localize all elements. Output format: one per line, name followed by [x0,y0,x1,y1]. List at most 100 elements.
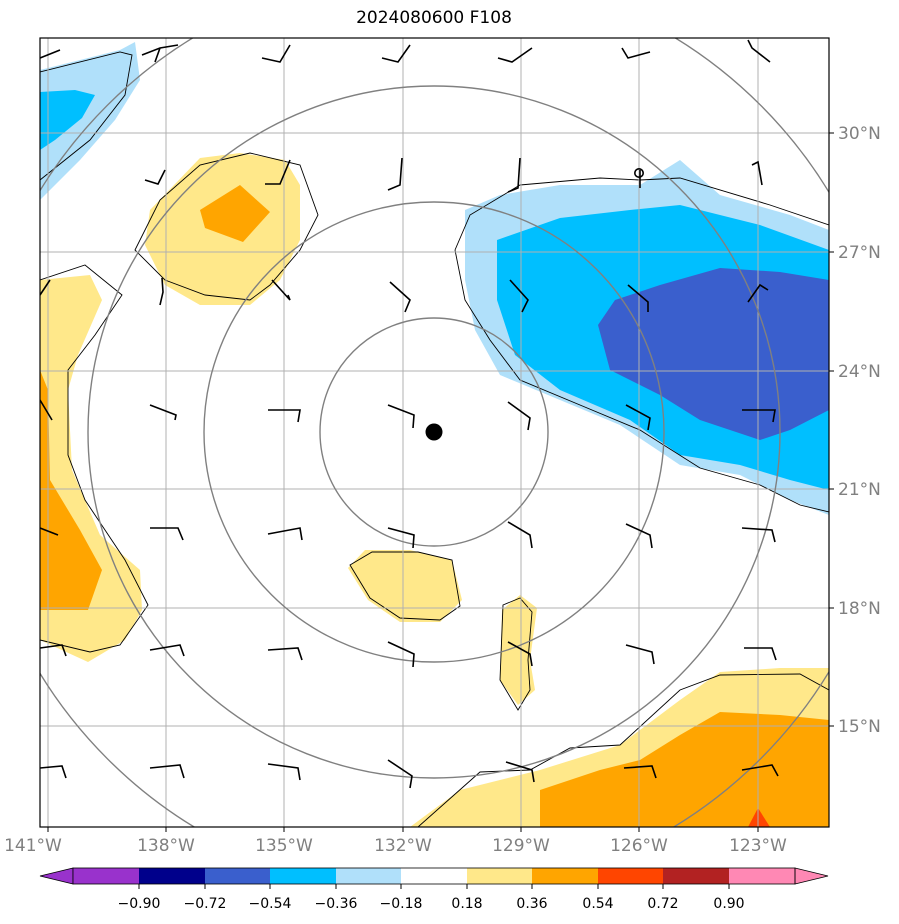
colorbar-tick-label: 0.18 [451,896,482,912]
wind-barb [625,404,651,431]
wind-barb [623,765,657,779]
wind-barb [507,157,521,193]
wind-barb [507,641,533,667]
colorbar: −0.90 −0.72 −0.54 −0.36 −0.18 0.18 0.36 … [39,867,829,912]
colorbar-extend-low [39,867,74,885]
contour-pos-018-s2 [500,595,537,705]
axis-ticks [47,132,834,832]
contour-pos-036-w [40,370,102,610]
wind-barb [751,160,763,186]
colorbar-tick-label: −0.90 [118,896,161,912]
contour-neg-036-nw [40,90,95,150]
lon-label: 123°W [729,836,787,856]
wind-barb [40,399,53,421]
colorbar-segment [205,868,270,884]
wind-barb [742,409,776,423]
wind-barb [381,44,411,63]
colorbar-tick-label: −0.18 [380,896,423,912]
wind-barb [744,647,777,661]
wind-barb [267,527,303,541]
wind-barb [141,44,179,63]
wind-barb [505,761,535,783]
colorbar-segment [401,868,467,884]
wind-barb [387,527,415,549]
outline-s [349,551,461,621]
colorbar-segment [270,868,336,884]
wind-barb [387,759,413,789]
wind-barb [265,159,291,185]
contour-pos-036-se [540,712,829,827]
wind-barb [627,284,649,312]
wind-barb [741,764,779,777]
colorbar-segment [467,868,532,884]
wind-barb [267,647,303,661]
lon-label: 132°W [374,836,432,856]
lon-label: 135°W [255,836,313,856]
contour-pos-036-n [200,185,270,242]
lon-label: 126°W [610,836,668,856]
colorbar-tick-label: −0.72 [184,896,227,912]
outline-w [40,264,149,653]
wind-barb [387,404,415,429]
gridlines [40,38,829,827]
wind-barb [268,409,301,423]
wind-barb [507,521,533,549]
wind-barb [40,49,61,59]
range-ring-2 [203,201,665,663]
lat-label: 21°N [838,480,881,500]
reference-point-marker [633,168,644,179]
wind-barb [271,279,291,301]
colorbar-segment [598,868,663,884]
map-panel [40,38,829,827]
wind-barb [144,169,166,185]
map-title: 2024080600 F108 [356,8,512,28]
outline-s2 [499,597,533,711]
wind-barb [507,401,531,431]
latitude-labels: 30°N 27°N 24°N 21°N 18°N 15°N [838,124,881,737]
wind-barb [40,527,59,536]
outline-se [417,673,829,827]
colorbar-tick-label: 0.54 [582,896,613,912]
lat-label: 30°N [838,124,881,144]
range-rings [40,38,829,827]
contour-outlines [40,51,829,827]
wind-barb [149,404,177,421]
map-frame [39,37,830,828]
wind-barb [625,523,653,549]
contour-pos-054-se [748,808,770,827]
wind-barb [387,641,415,668]
colorbar-tick-label: 0.72 [647,896,678,912]
wind-barbs [40,39,779,789]
wind-barb [267,763,301,781]
wind-barb [149,764,185,779]
contour-pos-018-s [348,550,462,622]
colorbar-segment [336,868,401,884]
storm-center-marker [425,423,443,441]
wind-barb [389,281,411,313]
outline-n [134,152,319,301]
wind-barb [40,279,51,296]
range-ring-3 [87,85,781,779]
colorbar-segment [73,868,139,884]
colorbar-segment [663,868,729,884]
contour-neg-054-ne [598,268,829,440]
wind-barb [40,765,67,779]
colorbar-tick-label: 0.90 [713,896,744,912]
lat-label: 18°N [838,599,881,619]
outline-ne2 [454,249,829,513]
wind-barb [149,644,185,657]
lon-label: 129°W [492,836,550,856]
colorbar-segment [729,868,795,884]
lon-label: 138°W [137,836,195,856]
wind-barb [387,157,403,191]
wind-barb [621,47,651,59]
colorbar-tick-label: −0.54 [249,896,292,912]
colorbar-frame [72,867,796,885]
wind-barb [747,283,769,303]
lat-label: 15°N [838,717,881,737]
colorbar-tick-label: 0.36 [516,896,547,912]
colorbar-extend-high [794,867,829,885]
wind-barb [747,39,771,63]
filled-contours [40,42,829,827]
colorbar-segment [139,868,205,884]
